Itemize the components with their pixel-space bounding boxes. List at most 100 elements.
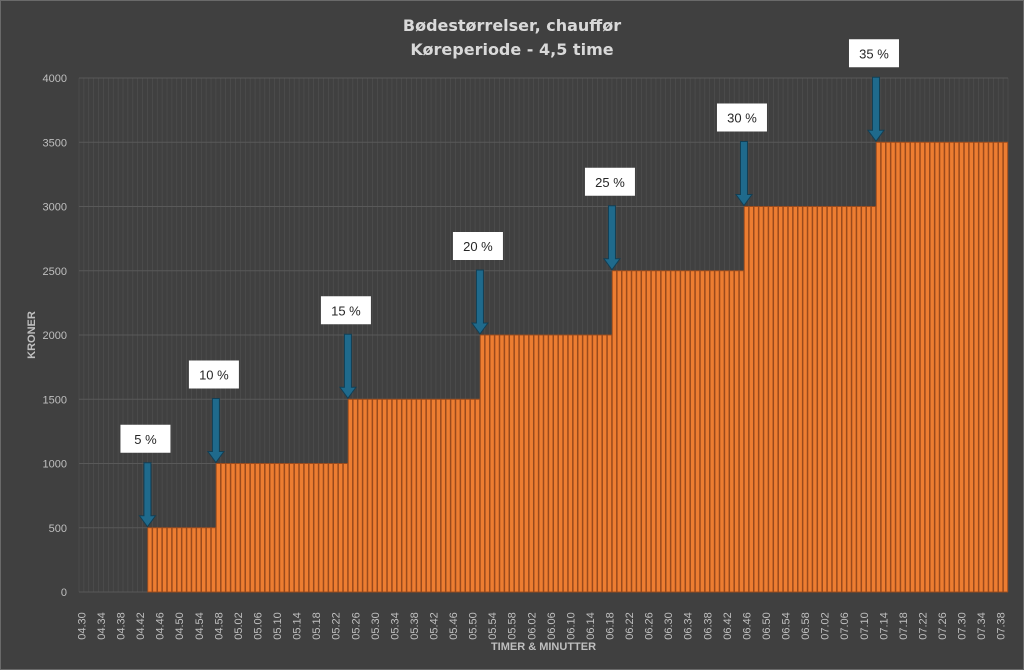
bar	[450, 398, 456, 593]
bar	[538, 334, 544, 593]
bar	[924, 141, 930, 593]
bar	[636, 270, 642, 593]
bar	[714, 270, 720, 593]
bar	[699, 270, 706, 593]
x-tick-label: 05.26	[350, 612, 362, 640]
bar	[205, 527, 212, 593]
annotation-box	[120, 424, 171, 453]
bar	[729, 270, 735, 593]
bar	[690, 270, 696, 593]
arrow-icon	[734, 141, 753, 207]
bar	[161, 527, 168, 593]
bar	[181, 527, 187, 593]
bar	[411, 398, 417, 593]
bar	[426, 398, 432, 593]
bar	[929, 141, 935, 593]
bar	[797, 206, 803, 593]
bar	[460, 398, 466, 593]
bar	[430, 398, 437, 593]
arrow-icon	[470, 269, 489, 335]
bar	[934, 141, 940, 593]
bar	[944, 141, 950, 593]
x-tick-label: 05.22	[331, 612, 343, 640]
bar	[822, 206, 828, 593]
x-tick-label: 05.14	[292, 612, 304, 640]
bar	[655, 270, 661, 593]
bar	[357, 398, 363, 593]
x-tick-label: 05.54	[487, 612, 499, 640]
bar	[391, 398, 397, 593]
annotation-box	[584, 167, 635, 196]
x-tick-label: 06.02	[526, 612, 538, 640]
bar	[470, 398, 476, 593]
bar	[210, 527, 217, 593]
bar	[440, 398, 446, 593]
x-tick-label: 05.10	[272, 612, 284, 640]
x-tick-label: 07.26	[937, 612, 949, 640]
bar	[362, 398, 368, 593]
arrow-icon	[138, 462, 157, 528]
bar	[274, 463, 280, 593]
bar	[890, 141, 896, 593]
x-tick-label: 06.54	[781, 612, 793, 640]
bar	[704, 270, 710, 593]
x-tick-label: 06.22	[624, 612, 636, 640]
bar	[215, 463, 221, 593]
bar	[342, 463, 349, 593]
bar	[895, 141, 901, 593]
bar	[577, 334, 583, 593]
bar	[455, 398, 461, 593]
bar	[880, 141, 886, 593]
bar	[435, 398, 441, 593]
bar	[225, 463, 231, 593]
bar	[465, 398, 471, 593]
bar	[372, 398, 378, 593]
bar	[558, 334, 564, 593]
bar	[323, 463, 329, 593]
bar	[998, 141, 1004, 593]
annotation-label: 35 %	[859, 46, 889, 61]
x-tick-label: 04.42	[135, 612, 147, 640]
bar	[963, 141, 970, 593]
bar	[298, 463, 305, 593]
bar	[670, 270, 676, 593]
y-tick-label: 500	[49, 523, 67, 535]
x-tick-label: 06.38	[702, 612, 714, 640]
bar	[606, 334, 613, 593]
bar	[782, 206, 789, 593]
bar	[973, 141, 979, 593]
bar	[347, 398, 353, 593]
annotation-box	[452, 232, 503, 260]
bar	[905, 141, 911, 593]
bar	[773, 206, 779, 593]
y-tick-label: 1500	[43, 394, 67, 406]
x-tick-label: 06.18	[605, 612, 617, 640]
chart-title: Bødestørrelser, chauffør	[402, 16, 622, 35]
x-tick-label: 06.42	[722, 612, 734, 640]
bar	[958, 141, 965, 593]
bar	[621, 270, 627, 593]
x-tick-label: 06.10	[565, 612, 577, 640]
bar	[523, 334, 529, 593]
bar	[660, 270, 666, 593]
bar	[910, 141, 916, 593]
x-tick-label: 06.26	[644, 612, 656, 640]
bar	[562, 334, 569, 593]
bar	[494, 334, 500, 593]
bar	[264, 463, 270, 593]
bar	[284, 463, 290, 593]
bar	[719, 270, 725, 593]
bar	[748, 206, 754, 593]
x-tick-label: 07.14	[878, 612, 890, 640]
bar	[509, 334, 515, 593]
bar	[939, 141, 945, 593]
bar	[396, 398, 402, 593]
bar	[616, 270, 622, 593]
arrow-icon	[206, 398, 225, 464]
bar	[269, 463, 275, 593]
bar	[201, 527, 207, 593]
x-tick-label: 07.18	[898, 612, 910, 640]
x-tick-label: 05.34	[389, 612, 401, 640]
bar	[313, 463, 319, 593]
x-axis-title: TIMER & MINUTTER	[491, 641, 596, 653]
